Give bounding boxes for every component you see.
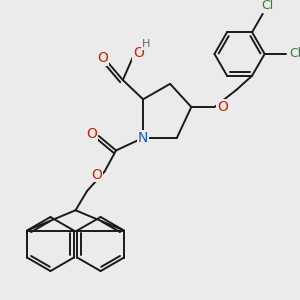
- Text: H: H: [142, 39, 150, 49]
- Text: Cl: Cl: [290, 47, 300, 60]
- Text: O: O: [86, 127, 98, 141]
- Text: O: O: [217, 100, 228, 114]
- Text: N: N: [138, 131, 148, 145]
- Text: O: O: [91, 168, 102, 182]
- Text: O: O: [133, 46, 144, 60]
- Text: Cl: Cl: [261, 0, 274, 12]
- Text: O: O: [97, 51, 108, 65]
